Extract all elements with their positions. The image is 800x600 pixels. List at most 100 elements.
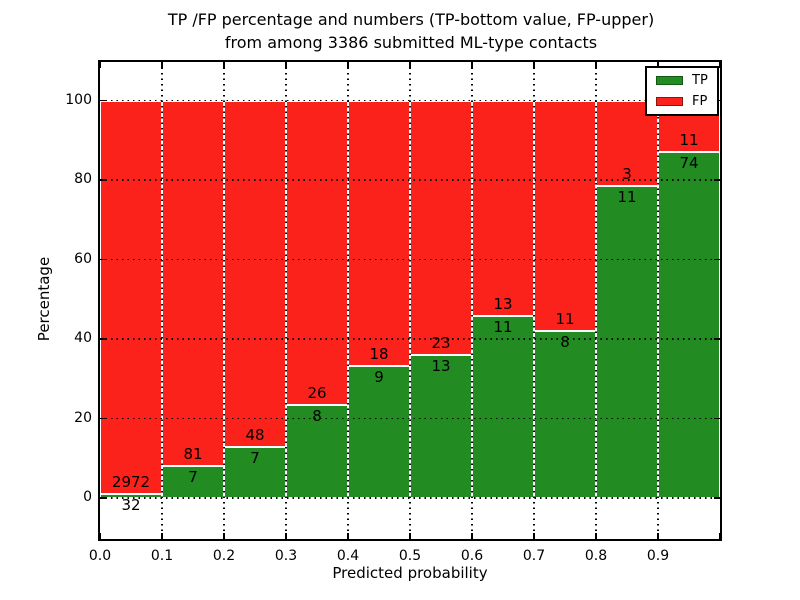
y-tick — [714, 417, 720, 420]
x-tick-label: 0.3 — [274, 548, 298, 564]
x-tick — [533, 62, 535, 68]
x-tick — [347, 533, 349, 539]
bar-segment-fp — [224, 100, 286, 448]
bar-count-label-tp: 9 — [374, 367, 384, 386]
y-tick-label: 0 — [83, 489, 92, 506]
y-tick — [100, 497, 106, 499]
bar-segment-tp — [658, 152, 720, 499]
bar-segment-tp — [410, 354, 472, 499]
x-tick — [223, 62, 225, 68]
y-tick-label: 60 — [74, 250, 92, 267]
x-tick-label: 0.0 — [88, 548, 112, 564]
grid-line-vertical — [409, 62, 411, 539]
fp-swatch-icon — [656, 97, 683, 106]
bar-count-label-fp: 13 — [493, 294, 513, 313]
bar-segment-fp — [348, 100, 410, 366]
bar-count-label-fp: 81 — [183, 445, 203, 464]
bar-count-label-fp: 11 — [555, 309, 575, 328]
grid-line-vertical — [223, 62, 225, 539]
x-tick-label: 0.5 — [398, 548, 422, 564]
x-tick-label: 0.6 — [460, 548, 484, 564]
y-tick-label: 40 — [74, 330, 92, 347]
tp-swatch-icon — [656, 76, 683, 85]
x-tick — [409, 533, 411, 539]
bar-count-label-fp: 26 — [307, 383, 327, 402]
bar-count-label-fp: 18 — [369, 344, 389, 363]
y-tick — [100, 417, 106, 420]
bar-segment-fp — [286, 100, 348, 405]
y-axis-label: Percentage — [35, 256, 53, 342]
x-tick — [719, 62, 721, 68]
y-tick-label: 20 — [74, 409, 92, 426]
x-tick — [99, 533, 101, 539]
y-tick — [714, 338, 720, 340]
x-tick — [347, 62, 349, 68]
x-tick-label: 0.4 — [336, 548, 360, 564]
x-axis-label: Predicted probability — [332, 564, 488, 582]
x-tick — [161, 533, 163, 539]
bar-segment-fp — [534, 100, 596, 331]
chart-title-line1: TP /FP percentage and numbers (TP-bottom… — [167, 10, 655, 29]
grid-line-vertical — [347, 62, 349, 539]
bar-segment-tp — [596, 185, 658, 499]
bar-count-label-fp: 23 — [431, 333, 451, 352]
x-tick — [223, 533, 225, 539]
legend: TP FP — [645, 66, 719, 116]
bar-count-label-tp: 11 — [493, 317, 513, 336]
y-tick — [714, 258, 720, 261]
grid-line-vertical — [285, 62, 287, 539]
y-tick — [100, 258, 106, 261]
bar-segment-fp — [100, 100, 162, 494]
legend-entry-fp: FP — [656, 95, 708, 108]
x-tick-label: 0.8 — [584, 548, 608, 564]
bar-count-label-tp: 11 — [617, 187, 637, 206]
bar-segment-tp — [534, 330, 596, 499]
x-tick — [657, 533, 659, 539]
x-tick — [595, 62, 597, 68]
bar-count-label-fp: 11 — [679, 131, 699, 149]
grid-line-vertical — [471, 62, 473, 539]
bar-count-label-tp: 7 — [250, 449, 260, 468]
x-tick-label: 0.2 — [212, 548, 236, 564]
bar-segment-fp — [410, 100, 472, 355]
y-tick — [714, 497, 720, 499]
x-tick — [409, 62, 411, 68]
x-tick — [285, 62, 287, 68]
y-tick — [714, 179, 720, 181]
y-tick — [100, 99, 106, 102]
x-tick — [719, 533, 721, 539]
x-tick — [471, 533, 473, 539]
bar-count-label-tp: 74 — [679, 153, 699, 172]
bar-count-label-tp: 32 — [121, 495, 141, 514]
grid-line-vertical — [161, 62, 163, 539]
grid-line-vertical — [533, 62, 535, 539]
chart-title-line2: from among 3386 submitted ML-type contac… — [224, 33, 598, 52]
grid-line-vertical — [595, 62, 597, 539]
grid-line-vertical — [657, 62, 659, 539]
bar-segment-tp — [472, 315, 534, 499]
bar-segment-fp — [162, 100, 224, 467]
bar-count-label-tp: 7 — [188, 468, 198, 487]
bar-count-label-fp: 48 — [245, 426, 265, 445]
x-tick — [285, 533, 287, 539]
plot-area: 0.0 0.1 0.2 0.3 0.4 0.5 0.6 0.7 0.8 0.9 0 20 40 60 80 1… — [65, 60, 722, 564]
y-tick — [100, 179, 106, 181]
bar-count-label-fp: 3 — [622, 164, 632, 183]
bar-count-label-tp: 8 — [560, 332, 570, 351]
x-tick — [161, 62, 163, 68]
x-tick — [595, 533, 597, 539]
bar-count-label-tp: 13 — [431, 356, 451, 375]
bar-count-label-fp: 2972 — [111, 472, 151, 491]
chart-title: TP /FP percentage and numbers (TP-bottom… — [100, 8, 722, 54]
legend-label-tp: TP — [692, 73, 708, 88]
x-tick-label: 0.1 — [150, 548, 174, 564]
x-tick — [99, 62, 101, 68]
legend-label-fp: FP — [692, 94, 708, 109]
y-tick-label: 100 — [65, 91, 92, 108]
legend-entry-tp: TP — [656, 74, 708, 87]
y-tick — [100, 338, 106, 340]
plot-canvas: 0.0 0.1 0.2 0.3 0.4 0.5 0.6 0.7 0.8 0.9 0 20 40 60 80 1… — [65, 62, 721, 564]
x-tick-label: 0.7 — [522, 548, 546, 564]
bar-count-label-tp: 8 — [312, 406, 322, 425]
